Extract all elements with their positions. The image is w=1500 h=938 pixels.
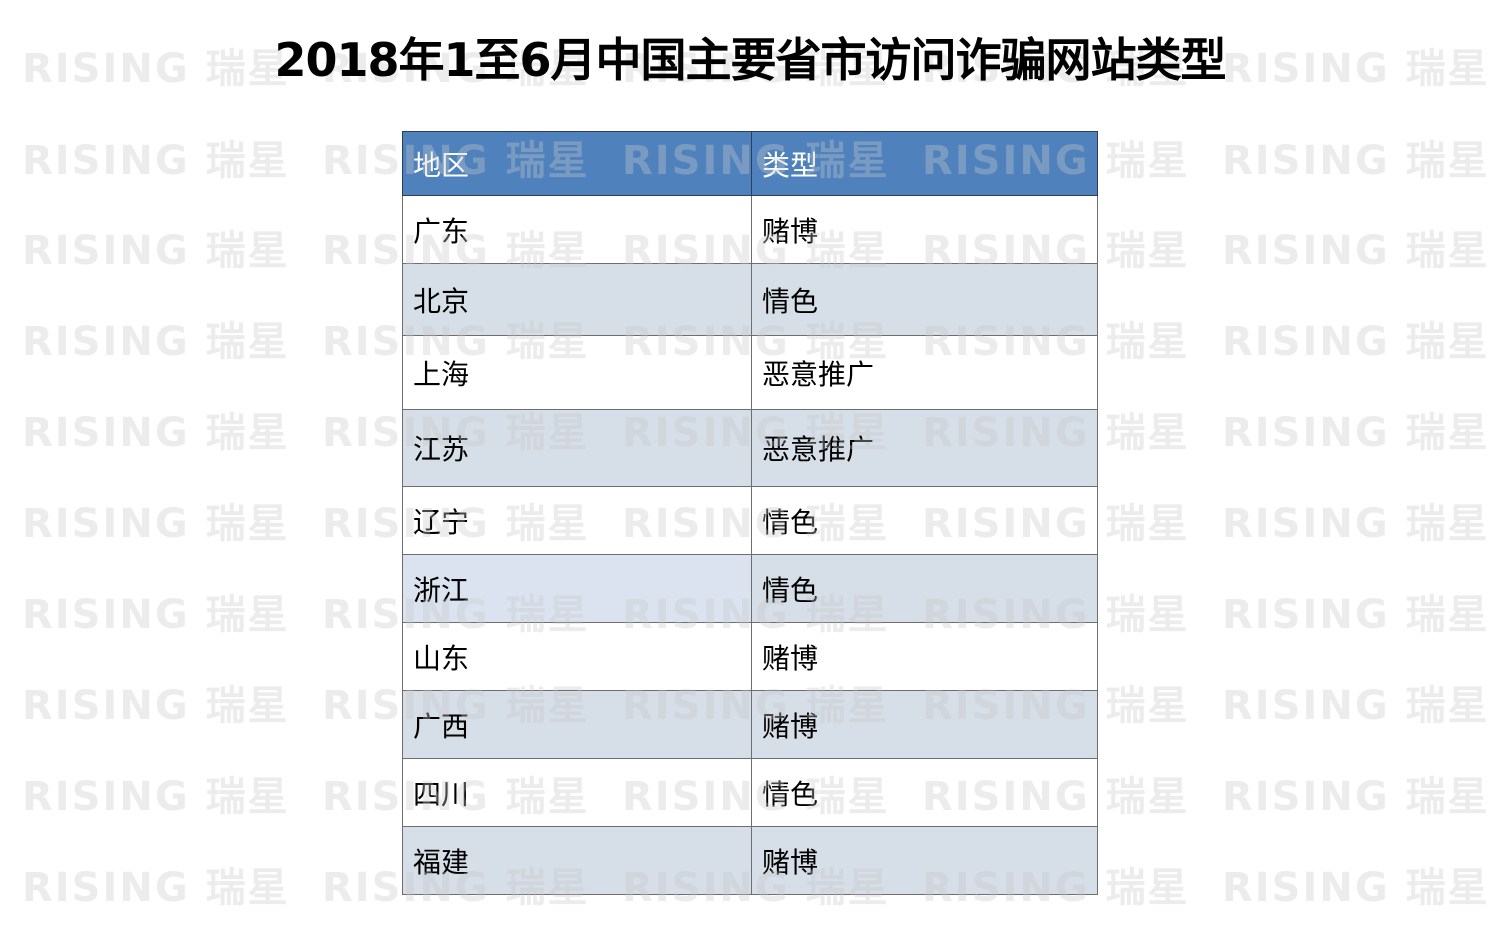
watermark-logo: RISING 瑞星 [1222, 138, 1490, 184]
watermark-logo: RISING 瑞星 [1222, 865, 1490, 911]
cell-type: 情色 [751, 263, 1098, 336]
table-row: 福建 赌博 [402, 826, 1098, 895]
cell-region: 广东 [402, 195, 752, 264]
cell-region: 浙江 [402, 554, 752, 623]
watermark-logo: RISING 瑞星 [22, 592, 290, 638]
watermark-logo: RISING 瑞星 [22, 501, 290, 547]
table-row: 四川 情色 [402, 758, 1098, 827]
cell-region: 江苏 [402, 409, 752, 487]
watermark-logo: RISING 瑞星 [1222, 592, 1490, 638]
table-row: 广西 赌博 [402, 690, 1098, 759]
page-title: 2018年1至6月中国主要省市访问诈骗网站类型 [274, 33, 1226, 87]
cell-region: 四川 [402, 758, 752, 827]
cell-type: 赌博 [751, 622, 1098, 691]
table-row: 北京 情色 [402, 263, 1098, 336]
cell-type: 情色 [751, 554, 1098, 623]
header-region: 地区 [402, 131, 752, 196]
cell-region: 山东 [402, 622, 752, 691]
watermark-logo: RISING 瑞星 [1222, 410, 1490, 456]
cell-type: 赌博 [751, 690, 1098, 759]
cell-type: 情色 [751, 758, 1098, 827]
table-row: 浙江 情色 [402, 554, 1098, 623]
cell-region: 广西 [402, 690, 752, 759]
watermark-logo: RISING 瑞星 [1222, 319, 1490, 365]
cell-region: 上海 [402, 335, 752, 410]
cell-type: 恶意推广 [751, 335, 1098, 410]
table-row: 广东 赌博 [402, 195, 1098, 264]
table-row: 山东 赌博 [402, 622, 1098, 691]
watermark-logo: RISING 瑞星 [22, 865, 290, 911]
watermark-logo: RISING 瑞星 [22, 319, 290, 365]
watermark-logo: RISING 瑞星 [22, 683, 290, 729]
header-type: 类型 [751, 131, 1098, 196]
watermark-logo: RISING 瑞星 [22, 138, 290, 184]
watermark-logo: RISING 瑞星 [22, 228, 290, 274]
cell-type: 赌博 [751, 195, 1098, 264]
cell-region: 福建 [402, 826, 752, 895]
table-header-row: 地区 类型 [402, 131, 1098, 196]
table-row: 江苏 恶意推广 [402, 409, 1098, 487]
cell-region: 北京 [402, 263, 752, 336]
fraud-site-type-table: 地区 类型 广东 赌博 北京 情色 上海 恶意推广 江苏 恶意推广 辽宁 情色 浙江 情色 山东 赌博 广西… [402, 131, 1098, 895]
watermark-logo: RISING 瑞星 [1222, 501, 1490, 547]
watermark-logo: RISING 瑞星 [1222, 228, 1490, 274]
table-row: 辽宁 情色 [402, 486, 1098, 555]
table-row: 上海 恶意推广 [402, 335, 1098, 410]
cell-region: 辽宁 [402, 486, 752, 555]
cell-type: 赌博 [751, 826, 1098, 895]
watermark-logo: RISING 瑞星 [22, 410, 290, 456]
watermark-logo: RISING 瑞星 [22, 774, 290, 820]
watermark-logo: RISING 瑞星 [1222, 774, 1490, 820]
cell-type: 恶意推广 [751, 409, 1098, 487]
cell-type: 情色 [751, 486, 1098, 555]
watermark-logo: RISING 瑞星 [1222, 683, 1490, 729]
